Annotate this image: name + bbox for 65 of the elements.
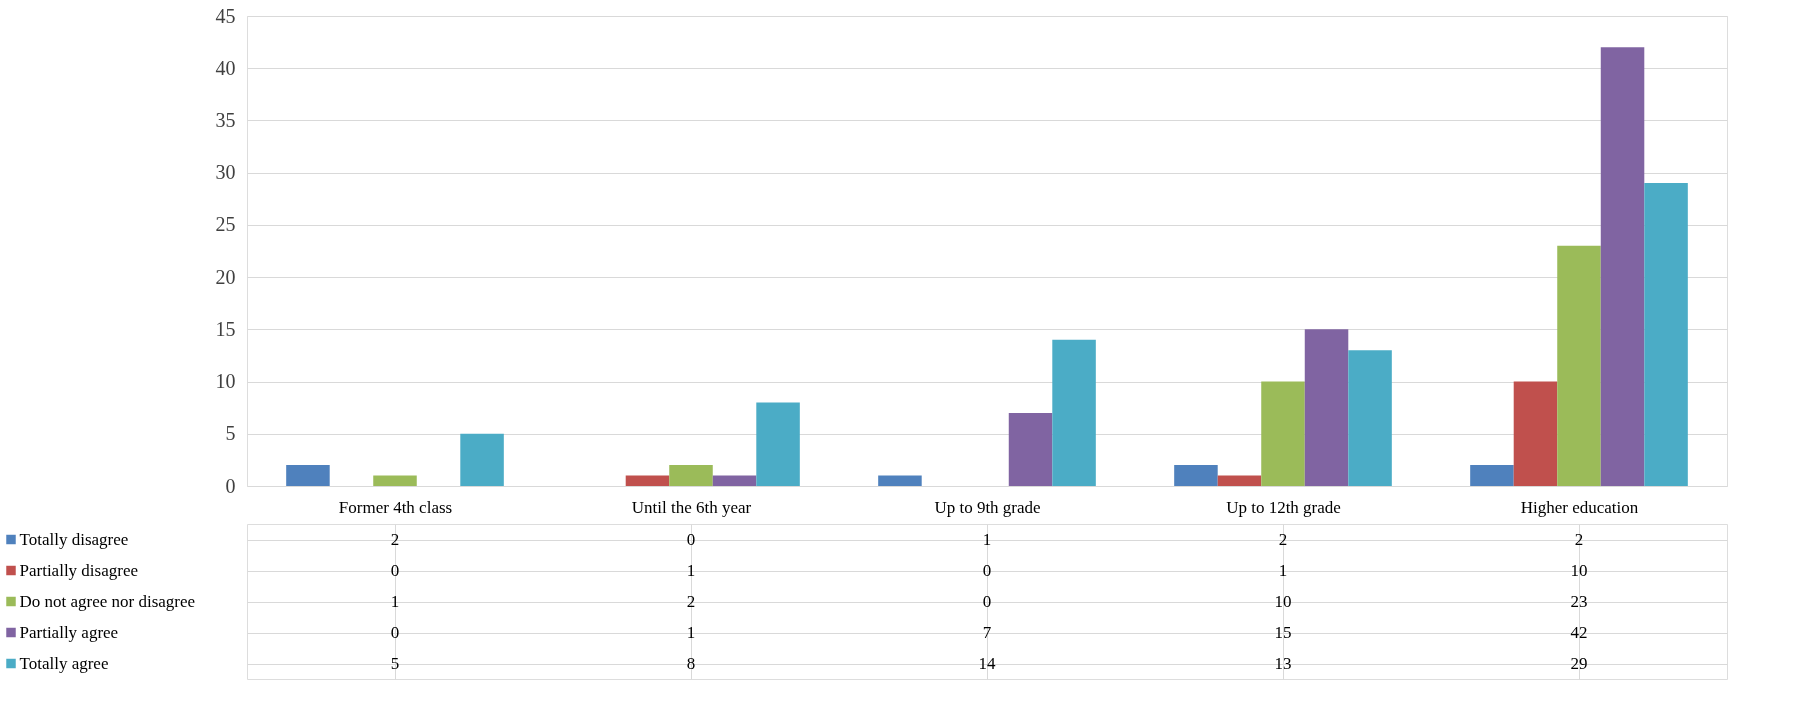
legend-label: Partially disagree	[19, 561, 138, 580]
data-label: 10	[1274, 591, 1292, 611]
data-label: 0	[390, 622, 400, 642]
bar	[756, 402, 800, 486]
y-tick-label: 20	[215, 265, 236, 288]
data-label: 0	[686, 529, 696, 549]
bar	[1644, 183, 1688, 486]
bar	[1217, 475, 1262, 486]
y-tick-label: 35	[215, 108, 236, 131]
legend-label: Totally agree	[19, 654, 109, 673]
data-label: 2	[686, 591, 696, 611]
legend-label: Totally disagree	[19, 530, 129, 549]
data-label: 1	[686, 560, 696, 580]
bar	[373, 475, 417, 486]
data-label: 2	[1574, 529, 1584, 549]
data-label: 2	[390, 529, 400, 549]
bar	[669, 465, 713, 486]
data-label: 8	[686, 653, 696, 673]
y-tick-label: 45	[215, 4, 236, 27]
bar	[1304, 329, 1349, 486]
data-label: 1	[390, 591, 400, 611]
y-tick-label: 0	[225, 474, 236, 497]
data-label: 2	[1278, 529, 1288, 549]
bar	[460, 433, 504, 486]
bar	[712, 475, 757, 486]
data-label: 5	[390, 653, 400, 673]
data-label: 23	[1570, 591, 1588, 611]
y-tick-label: 30	[215, 161, 236, 184]
bar	[1557, 245, 1601, 486]
bar	[1008, 412, 1053, 486]
legend-label: Do not agree nor disagree	[19, 592, 196, 611]
bar	[878, 475, 922, 486]
data-label: 42	[1570, 622, 1588, 642]
data-label: 15	[1274, 622, 1292, 642]
x-tick-label: Up to 12th grade	[1226, 497, 1341, 517]
data-label: 7	[982, 622, 992, 642]
data-label: 0	[390, 560, 400, 580]
bar	[1261, 381, 1305, 486]
data-label: 1	[686, 622, 696, 642]
bar	[1174, 465, 1218, 486]
y-tick-label: 25	[215, 213, 236, 236]
y-tick-label: 5	[225, 422, 236, 445]
data-label: 1	[1278, 560, 1288, 580]
data-label: 1	[982, 529, 992, 549]
data-label: 14	[978, 653, 996, 673]
data-label: 29	[1570, 653, 1588, 673]
data-label: 0	[982, 591, 992, 611]
bar	[625, 475, 670, 486]
y-tick-label: 10	[215, 370, 236, 393]
y-tick-label: 15	[215, 317, 236, 340]
x-tick-label: Up to 9th grade	[934, 497, 1041, 517]
data-label: 0	[982, 560, 992, 580]
x-tick-label: Higher education	[1520, 497, 1639, 517]
bar	[1470, 465, 1514, 486]
bar	[286, 465, 330, 486]
y-tick-label: 40	[215, 56, 236, 79]
legend-label: Partially agree	[19, 623, 119, 642]
bar	[1348, 350, 1392, 486]
bar	[1600, 47, 1645, 486]
x-tick-label: Until the 6th year	[631, 497, 752, 517]
data-label: 13	[1274, 653, 1292, 673]
bar	[1513, 381, 1558, 486]
data-label: 10	[1570, 560, 1588, 580]
x-tick-label: Former 4th class	[338, 497, 453, 517]
bar	[1052, 339, 1096, 486]
